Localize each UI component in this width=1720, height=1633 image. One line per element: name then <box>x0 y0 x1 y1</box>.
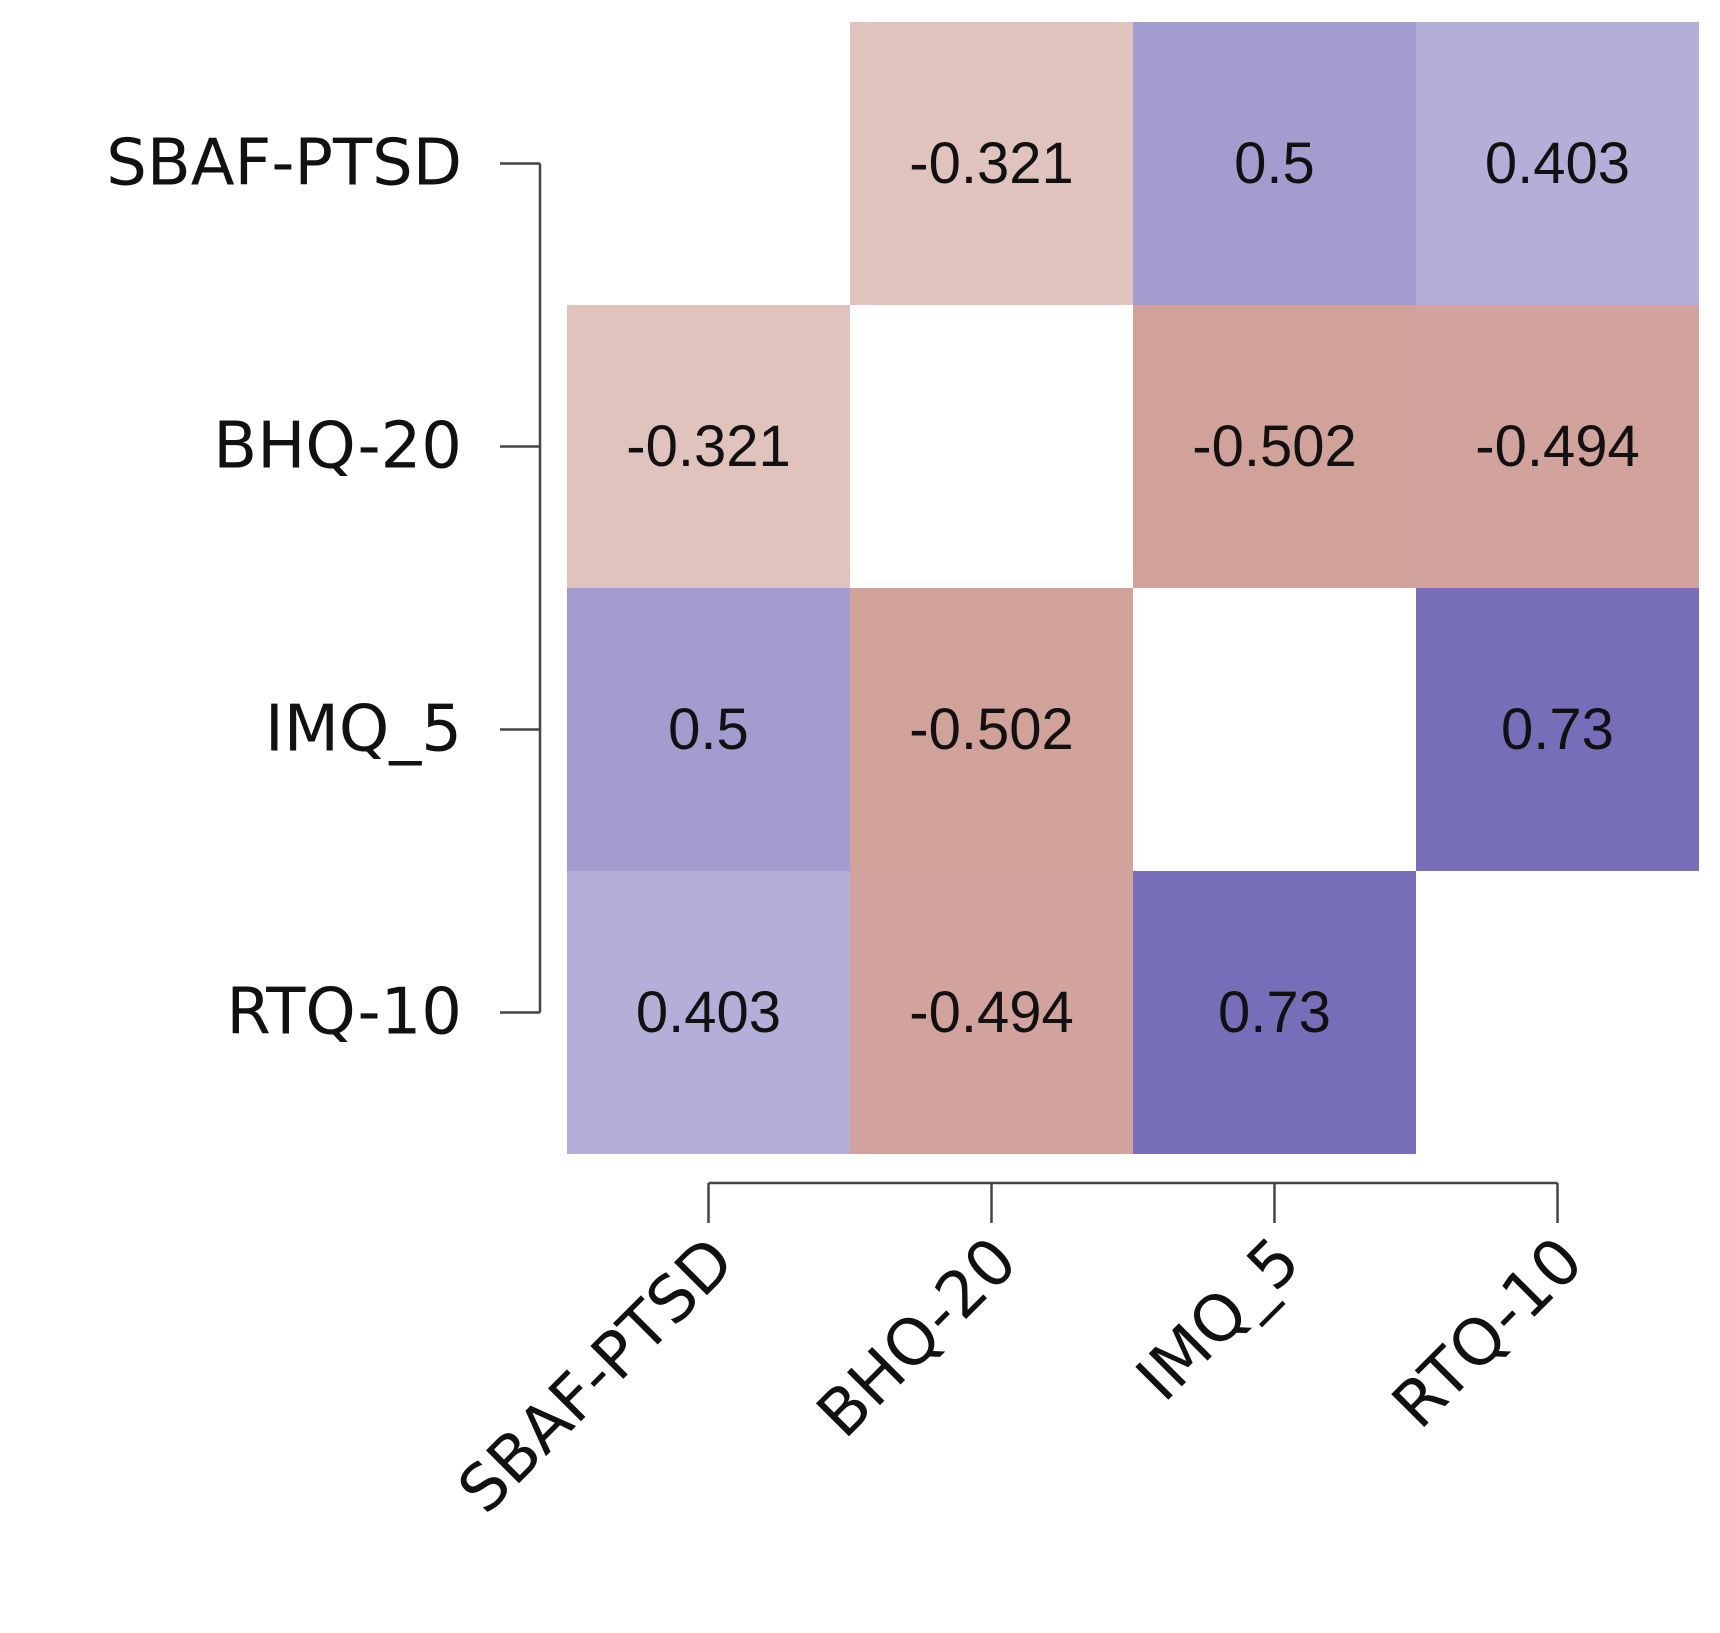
x-tick-label-rtq-10: RTQ-10 <box>1379 1224 1598 1443</box>
cell-value-label: -0.502 <box>1192 414 1356 479</box>
cell-rtq-10-sbaf-ptsd <box>567 871 850 1154</box>
cell-value-label: 0.73 <box>1501 697 1614 762</box>
cell-rtq-10-bhq-20 <box>850 871 1133 1154</box>
x-tick-label-sbaf-ptsd: SBAF-PTSD <box>445 1224 749 1528</box>
cell-value-label: -0.494 <box>1475 414 1639 479</box>
y-tick-label-bhq-20: BHQ-20 <box>213 410 462 484</box>
cell-value-label: 0.5 <box>1234 131 1315 196</box>
y-tick-label-rtq-10: RTQ-10 <box>226 976 462 1050</box>
cell-value-label: 0.5 <box>668 697 749 762</box>
cell-sbaf-ptsd-rtq-10 <box>1416 22 1699 305</box>
cell-bhq-20-imq-5 <box>1133 305 1416 588</box>
cell-value-label: 0.73 <box>1218 980 1331 1045</box>
cell-value-label: -0.502 <box>909 697 1073 762</box>
y-axis: SBAF-PTSD BHQ-20 IMQ_5 RTQ-10 <box>106 127 542 1050</box>
y-tick-label-sbaf-ptsd: SBAF-PTSD <box>106 127 462 201</box>
cell-sbaf-ptsd-imq-5 <box>1133 22 1416 305</box>
cell-rtq-10-imq-5 <box>1133 871 1416 1154</box>
cell-bhq-20-rtq-10 <box>1416 305 1699 588</box>
x-axis: SBAF-PTSD BHQ-20 IMQ_5 RTQ-10 <box>445 1181 1598 1528</box>
x-tick-label-bhq-20: BHQ-20 <box>803 1224 1031 1452</box>
cell-value-label: 0.403 <box>1485 131 1630 196</box>
cell-imq-5-rtq-10 <box>1416 588 1699 871</box>
cell-value-label: -0.494 <box>909 980 1073 1045</box>
cell-value-label: -0.321 <box>626 414 790 479</box>
cell-value-label: -0.321 <box>909 131 1073 196</box>
cell-value-label: 0.403 <box>636 980 781 1045</box>
x-tick-label-imq-5: IMQ_5 <box>1123 1224 1315 1416</box>
cell-imq-5-sbaf-ptsd <box>567 588 850 871</box>
cell-imq-5-bhq-20 <box>850 588 1133 871</box>
cell-sbaf-ptsd-bhq-20 <box>850 22 1133 305</box>
heatmap-cell-labels: -0.321 0.5 0.403 -0.321 -0.502 -0.494 0.5 -0.50… <box>626 131 1639 1045</box>
cell-bhq-20-sbaf-ptsd <box>567 305 850 588</box>
heatmap-cells <box>567 22 1699 1154</box>
y-tick-label-imq-5: IMQ_5 <box>265 693 462 767</box>
